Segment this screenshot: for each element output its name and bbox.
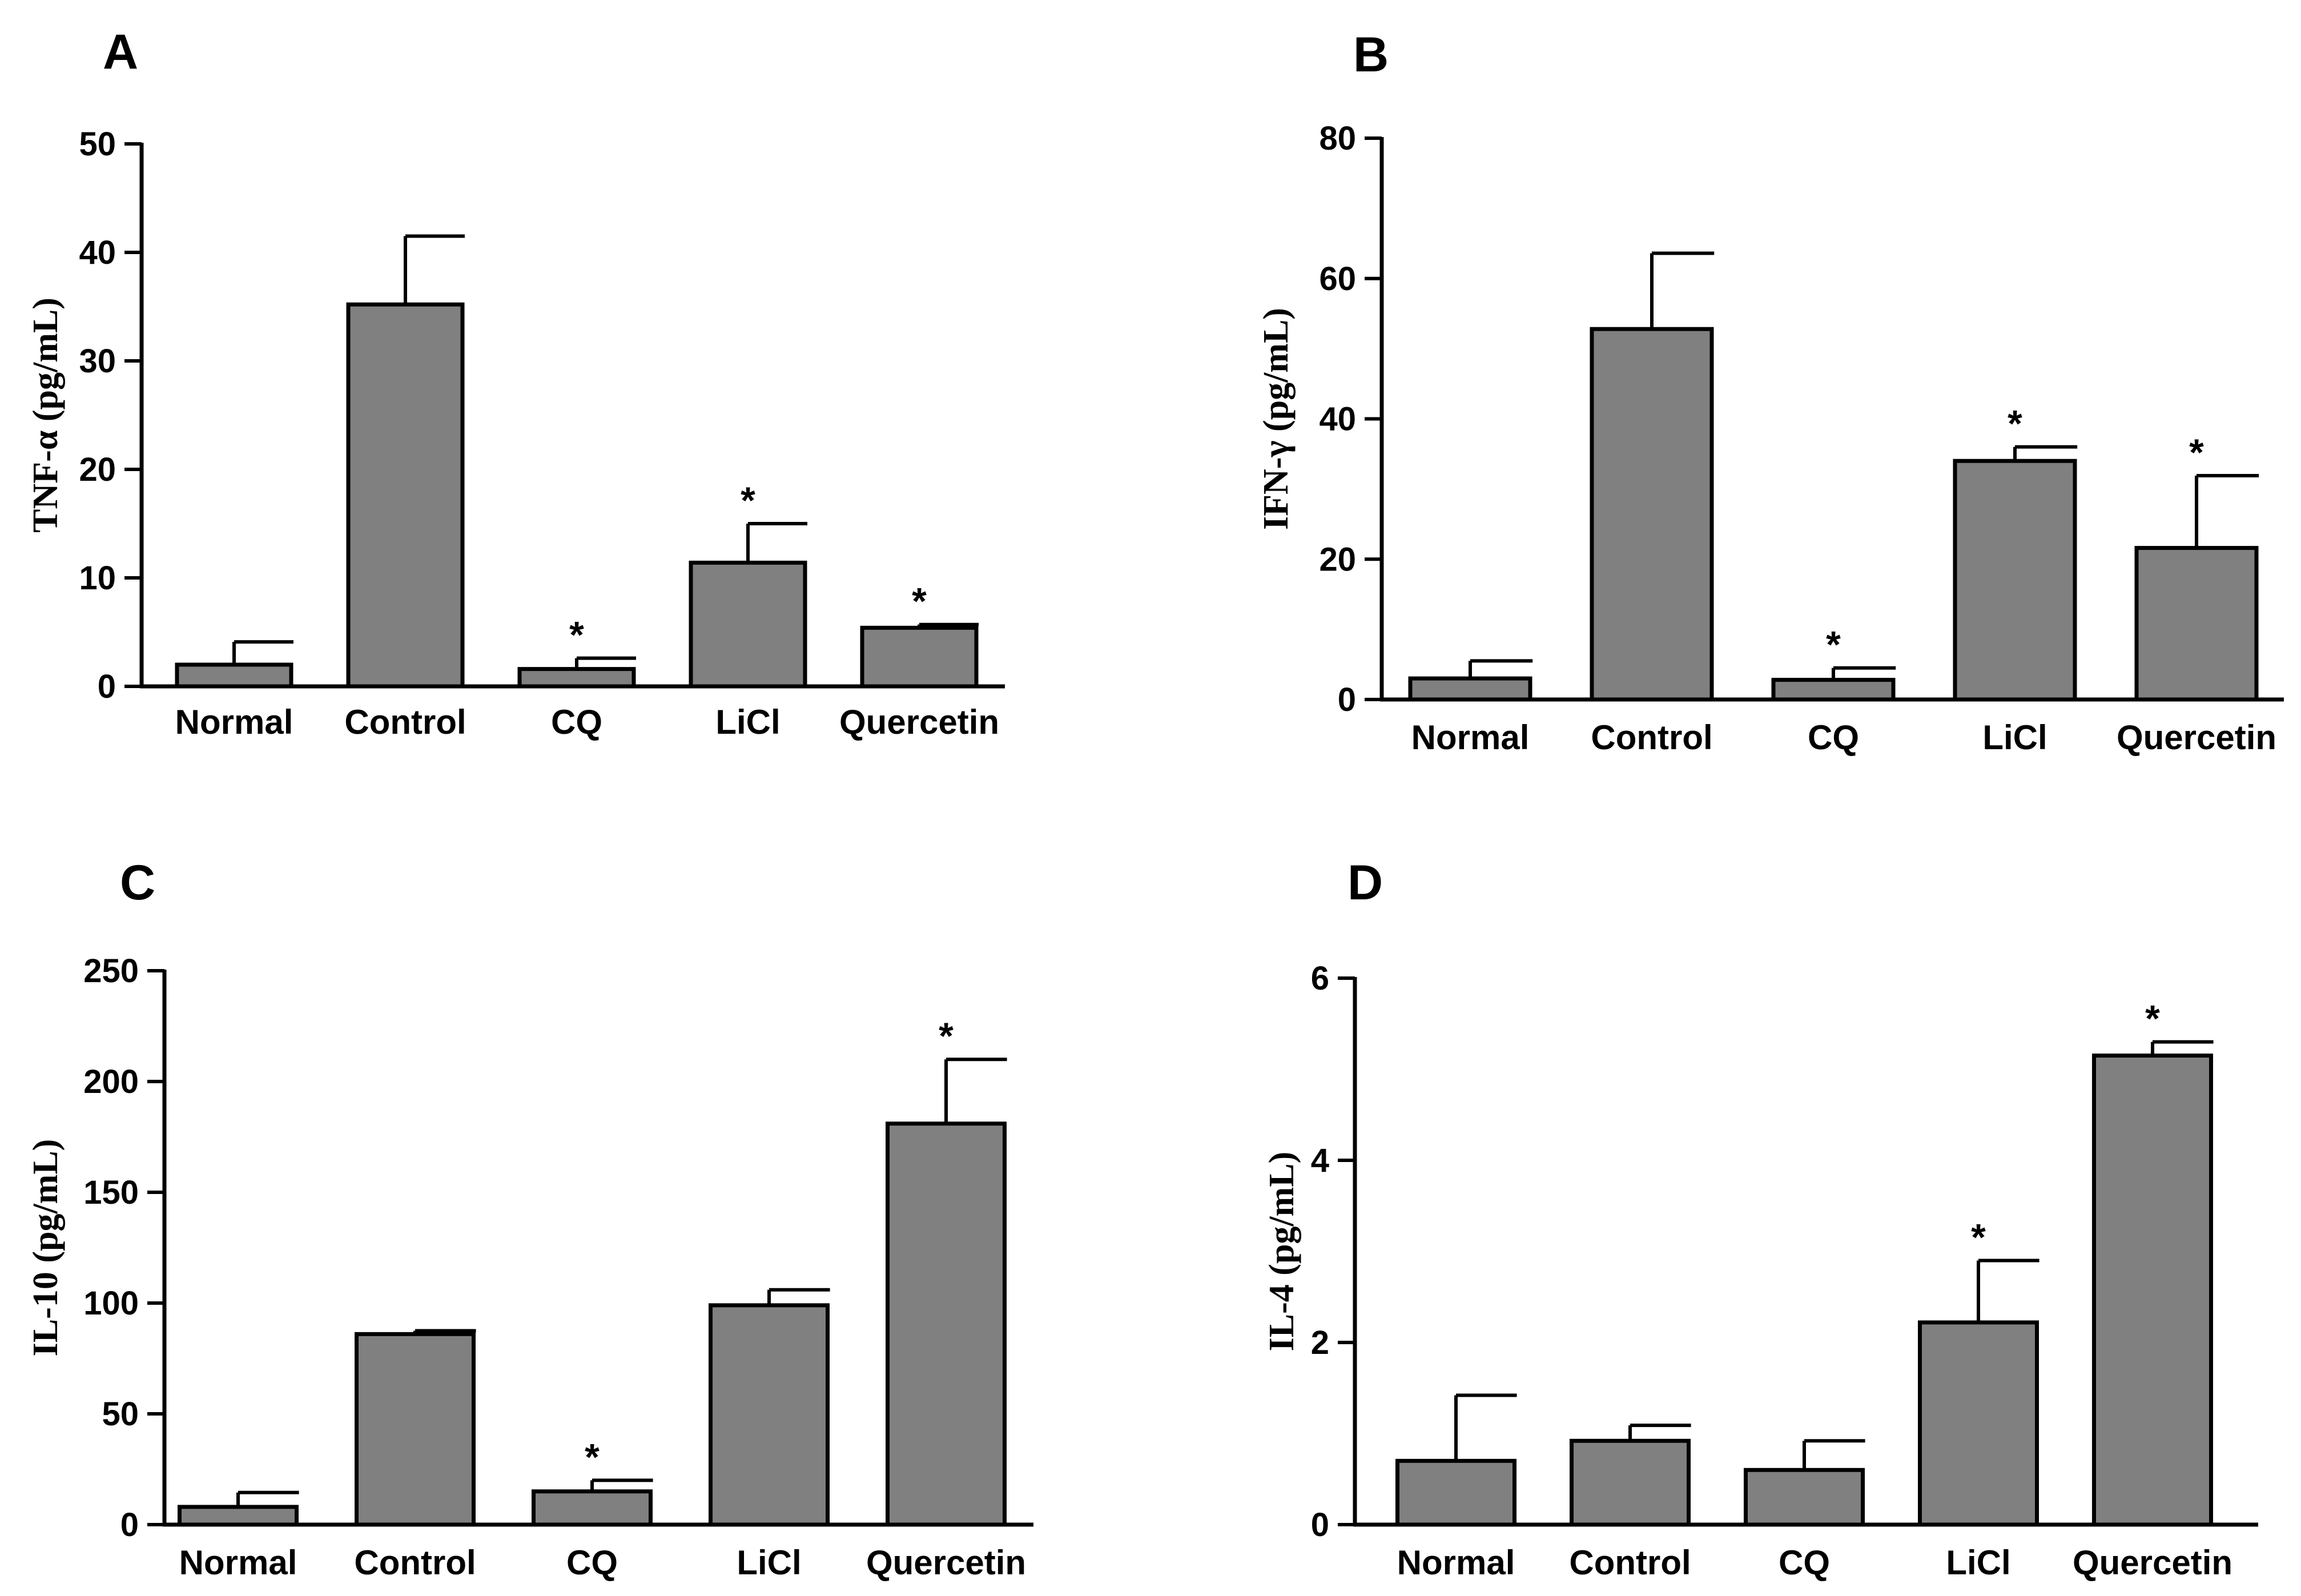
panel-d-category-label-cq: CQ	[1779, 1543, 1830, 1582]
panel-b-bar-quercetin	[2134, 546, 2259, 702]
panel-a-y-tick-label: 30	[79, 343, 116, 380]
panel-c-bar-quercetin	[886, 1121, 1007, 1527]
panel-b-y-axis-title: IFN-γ (pg/mL)	[1257, 308, 1296, 530]
panel-b-category-label-licl: LiCl	[1982, 718, 2047, 757]
panel-c: C IL-10 (pg/mL) 0 50 100 150 200 250 Normal Contr…	[26, 855, 1033, 1582]
panel-d-bar-control	[1570, 1438, 1691, 1527]
panel-b-bar-cq	[1771, 678, 1896, 702]
panel-b-y-tick-label: 0	[1338, 681, 1356, 718]
panel-d-category-label-control: Control	[1569, 1543, 1691, 1582]
panel-d-bar-quercetin	[2092, 1054, 2213, 1527]
panel-a: A TNF-α (pg/mL) 0 10 20 30 40 50 Normal Control * C…	[26, 25, 1005, 741]
panel-a-letter: A	[103, 25, 138, 79]
panel-c-y-tick-label: 200	[83, 1063, 139, 1100]
panel-c-category-label-cq: CQ	[566, 1543, 618, 1582]
panel-c-y-tick-label: 0	[120, 1506, 139, 1543]
panel-d-bar-cq	[1744, 1468, 1865, 1527]
panel-d-letter: D	[1347, 855, 1383, 910]
panel-c-y-axis-title: IL-10 (pg/mL)	[26, 1139, 65, 1357]
panel-c-y-tick-label: 100	[83, 1285, 139, 1322]
panel-c-category-label-control: Control	[354, 1543, 476, 1582]
panel-d-y-tick-label: 6	[1311, 960, 1329, 997]
panel-a-bar-cq	[517, 667, 636, 689]
panel-d-y-axis-title: IL-4 (pg/mL)	[1262, 1152, 1301, 1352]
panel-d-y-tick-label: 0	[1311, 1506, 1329, 1543]
panel-b-y-tick-label: 80	[1319, 120, 1356, 157]
panel-c-bar-licl	[709, 1303, 830, 1527]
panel-c-letter: C	[120, 855, 155, 910]
panel-a-bar-quercetin	[860, 625, 979, 689]
panel-d: D IL-4 (pg/mL) 0 2 4 6 Normal Control CQ * LiCl * Qu…	[1262, 855, 2258, 1582]
panel-b-bar-normal	[1408, 676, 1532, 702]
panel-c-significance-cq: *	[585, 1436, 600, 1478]
panel-d-significance-licl: *	[1971, 1216, 1986, 1258]
panel-b-significance-licl: *	[2008, 403, 2022, 445]
panel-a-category-label-quercetin: Quercetin	[839, 703, 999, 741]
panel-d-bar-licl	[1918, 1320, 2039, 1527]
panel-c-significance-quercetin: *	[939, 1015, 954, 1057]
panel-a-bar-licl	[689, 560, 807, 689]
panel-c-bar-cq	[532, 1489, 653, 1527]
panel-b-y-tick-label: 40	[1319, 401, 1356, 438]
panel-a-category-label-cq: CQ	[551, 703, 602, 741]
panel-c-y-tick-label: 50	[102, 1396, 139, 1433]
panel-b-y-tick-label: 60	[1319, 260, 1356, 298]
panel-a-category-label-control: Control	[344, 703, 466, 741]
panel-b: B IFN-γ (pg/mL) 0 20 40 60 80 Normal Control * CQ *…	[1257, 27, 2284, 757]
panel-b-y-tick-label: 20	[1319, 541, 1356, 578]
panel-a-y-tick-label: 40	[79, 234, 116, 271]
panel-d-y-tick-label: 4	[1311, 1142, 1329, 1179]
panel-b-significance-quercetin: *	[2189, 431, 2204, 473]
panel-b-significance-cq: *	[1826, 624, 1841, 666]
panel-d-category-label-normal: Normal	[1397, 1543, 1515, 1582]
panel-a-bar-normal	[175, 662, 293, 689]
panel-c-bar-control	[355, 1332, 476, 1527]
panel-c-category-label-quercetin: Quercetin	[866, 1543, 1026, 1582]
panel-c-y-tick-label: 150	[83, 1174, 139, 1211]
panel-c-bar-normal	[178, 1505, 299, 1527]
panel-c-category-label-licl: LiCl	[737, 1543, 801, 1582]
panel-d-category-label-licl: LiCl	[1946, 1543, 2010, 1582]
panel-a-y-tick-label: 20	[79, 451, 116, 488]
panel-b-category-label-control: Control	[1591, 718, 1712, 757]
panel-a-y-tick-label: 10	[79, 560, 116, 597]
panel-a-category-label-licl: LiCl	[715, 703, 780, 741]
panel-b-category-label-cq: CQ	[1808, 718, 1859, 757]
panel-a-significance-cq: *	[569, 614, 584, 656]
panel-a-category-label-normal: Normal	[175, 703, 293, 741]
panel-b-letter: B	[1353, 27, 1389, 82]
panel-b-bar-licl	[1953, 459, 2077, 702]
panel-a-significance-quercetin: *	[912, 580, 927, 622]
panel-a-y-axis-title: TNF-α (pg/mL)	[26, 298, 65, 533]
panel-a-y-tick-label: 50	[79, 126, 116, 163]
panel-b-category-label-quercetin: Quercetin	[2117, 718, 2276, 757]
panel-c-category-label-normal: Normal	[179, 1543, 297, 1582]
panel-a-y-tick-label: 0	[98, 668, 116, 705]
panel-d-significance-quercetin: *	[2145, 998, 2160, 1040]
panel-c-y-tick-label: 250	[83, 952, 139, 990]
panel-d-bar-normal	[1395, 1458, 1516, 1527]
panel-b-bar-control	[1590, 327, 1714, 702]
panel-b-category-label-normal: Normal	[1411, 718, 1530, 757]
panel-a-significance-licl: *	[741, 479, 755, 521]
panel-d-y-tick-label: 2	[1311, 1324, 1329, 1361]
panel-d-category-label-quercetin: Quercetin	[2073, 1543, 2232, 1582]
panel-a-bar-control	[346, 302, 465, 689]
